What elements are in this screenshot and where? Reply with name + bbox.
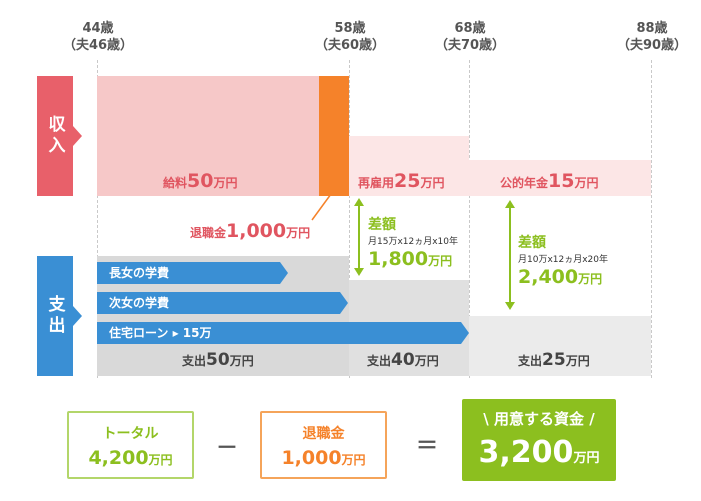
retirement-bar <box>319 76 349 196</box>
difference-arrow-icon-1 <box>354 198 364 276</box>
equals-sign: ＝ <box>416 434 439 459</box>
difference-1-amount: 1,800万円 <box>368 248 453 270</box>
total-box: トータル 4,200万円 <box>67 411 194 479</box>
retirement-pointer-line <box>311 193 332 221</box>
age-label-88: 88歳 （夫90歳） <box>616 21 688 53</box>
total-amount: 4,200万円 <box>88 447 173 469</box>
expense-side-label: 支出 <box>37 256 73 376</box>
timeline-line-44 <box>97 60 98 378</box>
expense-bar-mortgage: 住宅ローン ▸ 15万 <box>97 322 461 344</box>
result-box: \ 用意する資金 / 3,200万円 <box>462 399 616 481</box>
retirement-box-amount: 1,000万円 <box>281 447 366 469</box>
timeline-line-88 <box>651 60 652 378</box>
age-label-58: 58歳 （夫60歳） <box>314 21 386 53</box>
difference-2-formula: 月10万x12ヵ月x20年 <box>518 255 609 265</box>
expense-bar-eldest-tuition: 長女の学費 <box>97 262 280 284</box>
age-label-68: 68歳 （夫70歳） <box>434 21 506 53</box>
expense-total-1: 支出50万円 <box>182 350 254 370</box>
difference-1-title: 差額 <box>368 217 396 233</box>
difference-2-title: 差額 <box>518 235 546 251</box>
difference-arrow-icon-2 <box>505 200 515 310</box>
reemployment-band <box>349 136 469 196</box>
salary-label: 給料50万円 <box>163 170 238 192</box>
age-label-44: 44歳 （夫46歳） <box>62 21 134 53</box>
retirement-box-title: 退職金 <box>302 426 345 442</box>
pension-label: 公的年金15万円 <box>500 170 599 192</box>
timeline-line-58 <box>349 60 350 378</box>
total-title: トータル <box>102 426 159 442</box>
retirement-label: 退職金1,000万円 <box>190 220 311 242</box>
pension-band <box>469 160 651 196</box>
expense-band-3 <box>469 316 651 376</box>
salary-band <box>97 76 319 196</box>
expense-bar-second-tip <box>340 292 348 314</box>
result-title: \ 用意する資金 / <box>483 410 595 428</box>
expense-total-3: 支出25万円 <box>518 350 590 370</box>
timeline-line-68 <box>469 60 470 378</box>
income-side-label: 収入 <box>37 76 73 196</box>
expense-arrow-icon <box>73 306 82 326</box>
minus-sign: － <box>216 436 239 461</box>
difference-1-formula: 月15万x12ヵ月x10年 <box>368 237 459 247</box>
expense-total-2: 支出40万円 <box>367 350 439 370</box>
expense-bar-mortgage-tip <box>461 322 469 344</box>
retirement-box: 退職金 1,000万円 <box>260 411 387 479</box>
expense-bar-second-tuition: 次女の学費 <box>97 292 340 314</box>
result-amount: 3,200万円 <box>478 435 600 470</box>
difference-2-amount: 2,400万円 <box>518 266 603 288</box>
reemployment-label: 再雇用25万円 <box>358 170 445 192</box>
expense-bar-eldest-tip <box>280 262 288 284</box>
income-arrow-icon <box>73 126 82 146</box>
